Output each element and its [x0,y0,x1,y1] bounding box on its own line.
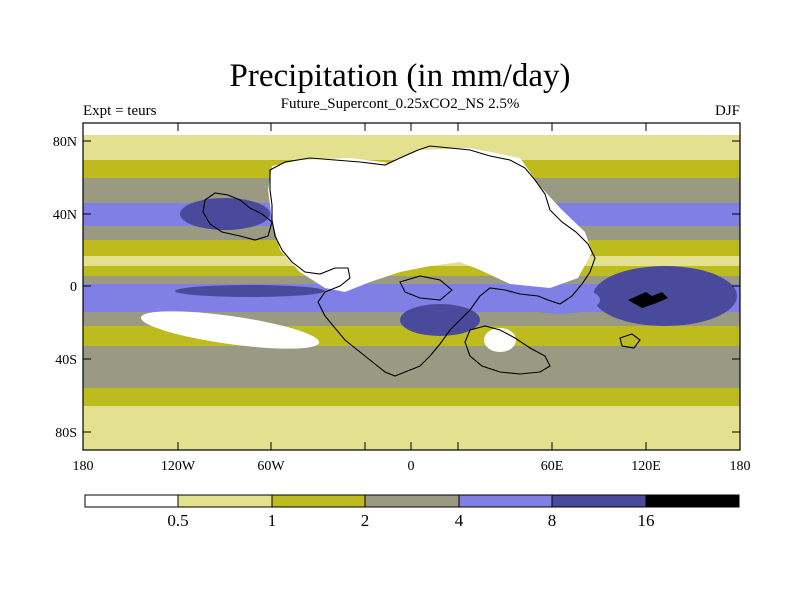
lon-tick-label-4: 60E [541,459,564,474]
colorbar-box-2 [271,494,366,508]
colorbar-box-3 [364,494,460,508]
experiment-label: Expt = teurs [83,103,157,119]
colorbar-box-1 [177,494,273,508]
lat-tick-label-3: 40S [55,353,77,368]
coastline-peninsula-west [202,192,273,241]
band-south-mid [83,346,740,390]
season-label: DJF [714,103,740,119]
colorbar-label-1: 1 [268,511,277,530]
lat-tick-label-2: 0 [70,280,77,295]
lon-tick-label-2: 60W [257,459,285,474]
lon-ticks [82,123,741,450]
lat-tick-label-4: 80S [55,426,77,441]
band-south-high1 [83,388,740,410]
lon-tick-label-6: 180 [730,459,751,474]
eastern-wet-pocket [520,286,600,314]
colorbar-label-3: 4 [455,511,464,530]
supercontinent-dry-interior [268,148,592,292]
colorbar-label-4: 8 [548,511,557,530]
dry-tongue-southeast-pacific [140,311,320,349]
supercontinent-wet-south [400,304,480,336]
west-coast-storm [180,198,270,230]
warm-pool-max [628,292,668,308]
colorbar-label-0: 0.5 [167,511,188,530]
coastline [202,145,641,377]
band-itcz-edge-n [83,276,740,286]
colorbar-box-6 [645,494,740,508]
colorbar-label-5: 16 [638,511,655,530]
itcz-core-pacific [175,285,325,297]
colorbar-label-2: 2 [361,511,370,530]
coastline-island-1 [619,333,641,349]
lon-tick-label-5: 120E [631,459,661,474]
map-subtitle: Future_Supercont_0.25xCO2_NS 2.5% [280,96,520,112]
lon-tick-label-1: 120W [161,459,196,474]
coastline-main [269,145,596,377]
colorbar: 0.5 1 2 4 8 16 [84,494,740,530]
lon-tick-label-3: 0 [408,459,415,474]
dry-spot-south [484,328,516,352]
lat-ticks [83,140,740,433]
lat-tick-label-0: 80N [53,135,77,150]
colorbar-box-5 [551,494,647,508]
coastline-southern-lobe [464,325,551,375]
map-title: Precipitation (in mm/day) [229,58,571,94]
coastline-island-2 [399,275,453,301]
precip-field [83,123,740,450]
lat-tick-label-1: 40N [53,208,77,223]
colorbar-box-4 [458,494,553,508]
lon-tick-label-0: 180 [73,459,94,474]
colorbar-box-0 [84,494,179,508]
